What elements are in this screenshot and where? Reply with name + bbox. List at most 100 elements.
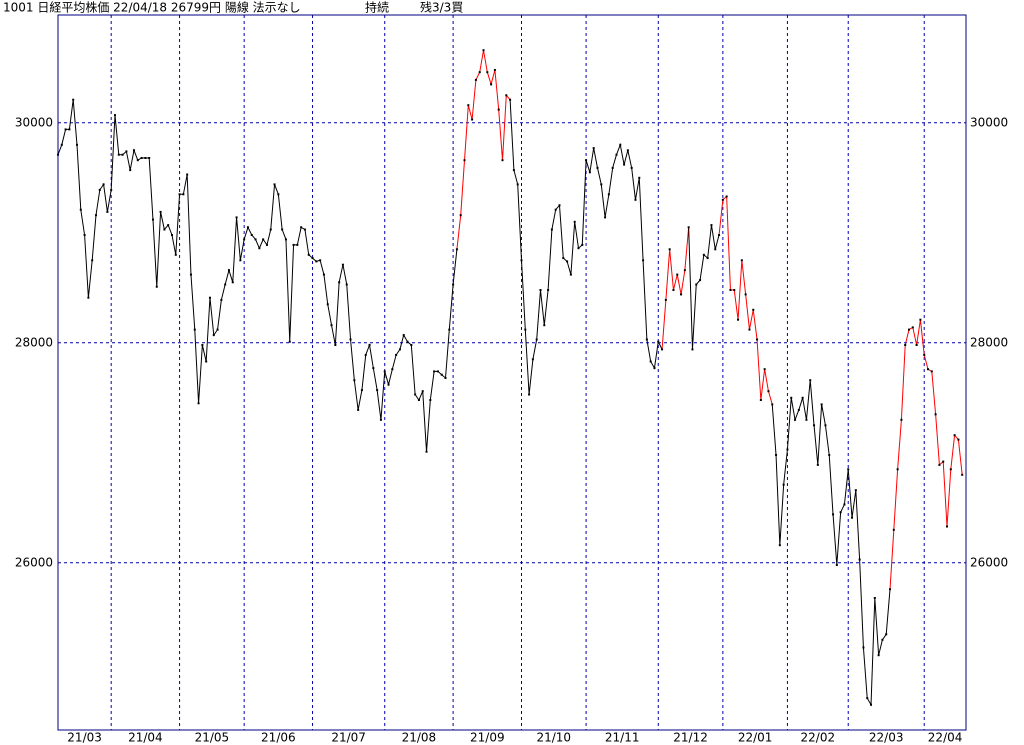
price-point bbox=[585, 159, 588, 162]
price-point bbox=[319, 259, 322, 262]
price-point bbox=[269, 228, 272, 231]
price-point bbox=[592, 147, 595, 150]
price-point bbox=[463, 159, 466, 162]
price-point bbox=[668, 248, 671, 251]
price-point bbox=[843, 503, 846, 506]
price-point bbox=[288, 340, 291, 343]
x-tick-label: 21/10 bbox=[536, 731, 571, 745]
price-point bbox=[433, 370, 436, 373]
x-tick-label: 21/09 bbox=[470, 731, 505, 745]
price-point bbox=[581, 243, 584, 246]
price-point bbox=[197, 402, 200, 405]
price-point bbox=[854, 489, 857, 492]
price-point bbox=[911, 326, 914, 329]
price-point bbox=[414, 393, 417, 396]
price-point bbox=[569, 273, 572, 276]
price-point bbox=[383, 370, 386, 373]
price-point bbox=[87, 296, 90, 299]
x-tick-label: 22/04 bbox=[928, 731, 963, 745]
price-point bbox=[410, 344, 413, 346]
price-point bbox=[554, 208, 557, 211]
price-point bbox=[896, 468, 899, 471]
price-point bbox=[718, 234, 721, 236]
price-point bbox=[425, 450, 428, 453]
price-point bbox=[220, 298, 223, 301]
price-point bbox=[516, 183, 519, 186]
price-point bbox=[740, 259, 743, 262]
price-point bbox=[501, 159, 504, 162]
price-line-segment bbox=[771, 380, 891, 707]
price-point bbox=[832, 513, 835, 516]
x-tick-label: 21/06 bbox=[261, 731, 296, 745]
price-point bbox=[847, 468, 850, 471]
price-point bbox=[151, 218, 154, 221]
price-point bbox=[239, 259, 242, 262]
price-point bbox=[607, 193, 610, 196]
x-tick-label: 21/03 bbox=[67, 731, 102, 745]
x-tick-label: 21/07 bbox=[331, 731, 366, 745]
price-point bbox=[490, 83, 493, 86]
price-point bbox=[672, 289, 675, 291]
price-point bbox=[387, 383, 390, 386]
price-point bbox=[904, 344, 907, 346]
price-point bbox=[493, 69, 496, 71]
price-point bbox=[851, 516, 854, 519]
price-point bbox=[178, 193, 181, 196]
price-point bbox=[737, 318, 740, 321]
price-point bbox=[174, 253, 177, 256]
price-point bbox=[661, 348, 664, 351]
price-point bbox=[539, 289, 542, 291]
price-point bbox=[573, 220, 576, 223]
price-point bbox=[676, 273, 679, 276]
price-point bbox=[813, 424, 816, 427]
price-point bbox=[444, 377, 447, 379]
header-main: 1001 日経平均株価 22/04/18 26799円 陽線 法示なし bbox=[3, 0, 301, 15]
price-point bbox=[577, 247, 580, 250]
price-point bbox=[794, 418, 797, 421]
x-tick-label: 21/04 bbox=[128, 731, 163, 745]
price-point bbox=[619, 143, 622, 146]
grid bbox=[58, 15, 966, 730]
price-point bbox=[664, 298, 667, 301]
price-point bbox=[478, 71, 481, 74]
price-point bbox=[706, 257, 709, 260]
price-point bbox=[429, 399, 432, 401]
price-point bbox=[75, 143, 78, 146]
price-point bbox=[406, 340, 409, 343]
price-point bbox=[440, 373, 443, 376]
y-tick-label-right: 28000 bbox=[970, 335, 1008, 349]
price-point bbox=[946, 525, 949, 528]
price-point bbox=[235, 216, 238, 219]
price-point bbox=[782, 483, 785, 486]
price-point bbox=[512, 169, 515, 172]
price-point bbox=[900, 418, 903, 421]
price-point bbox=[281, 228, 284, 231]
price-point bbox=[889, 588, 892, 591]
price-point bbox=[64, 128, 67, 131]
price-point bbox=[379, 418, 382, 421]
price-point bbox=[98, 188, 101, 191]
price-point bbox=[91, 259, 94, 262]
price-point bbox=[949, 468, 952, 471]
price-point bbox=[212, 334, 215, 337]
price-point bbox=[562, 257, 565, 260]
price-point bbox=[186, 173, 189, 176]
price-point bbox=[862, 646, 865, 649]
price-point bbox=[839, 511, 842, 514]
header-remaining: 残3/3買 bbox=[420, 1, 463, 15]
price-point bbox=[778, 544, 781, 547]
price-point bbox=[334, 344, 337, 346]
price-point bbox=[531, 358, 534, 361]
y-tick-label-left: 30000 bbox=[15, 115, 53, 129]
price-point bbox=[94, 214, 97, 217]
price-point bbox=[702, 253, 705, 256]
price-point bbox=[121, 153, 124, 156]
price-point bbox=[231, 281, 234, 284]
price-point bbox=[189, 273, 192, 276]
price-point bbox=[870, 703, 873, 706]
price-point bbox=[881, 638, 884, 641]
x-tick-label: 21/08 bbox=[402, 731, 437, 745]
price-point bbox=[117, 153, 120, 156]
price-point bbox=[417, 399, 420, 401]
